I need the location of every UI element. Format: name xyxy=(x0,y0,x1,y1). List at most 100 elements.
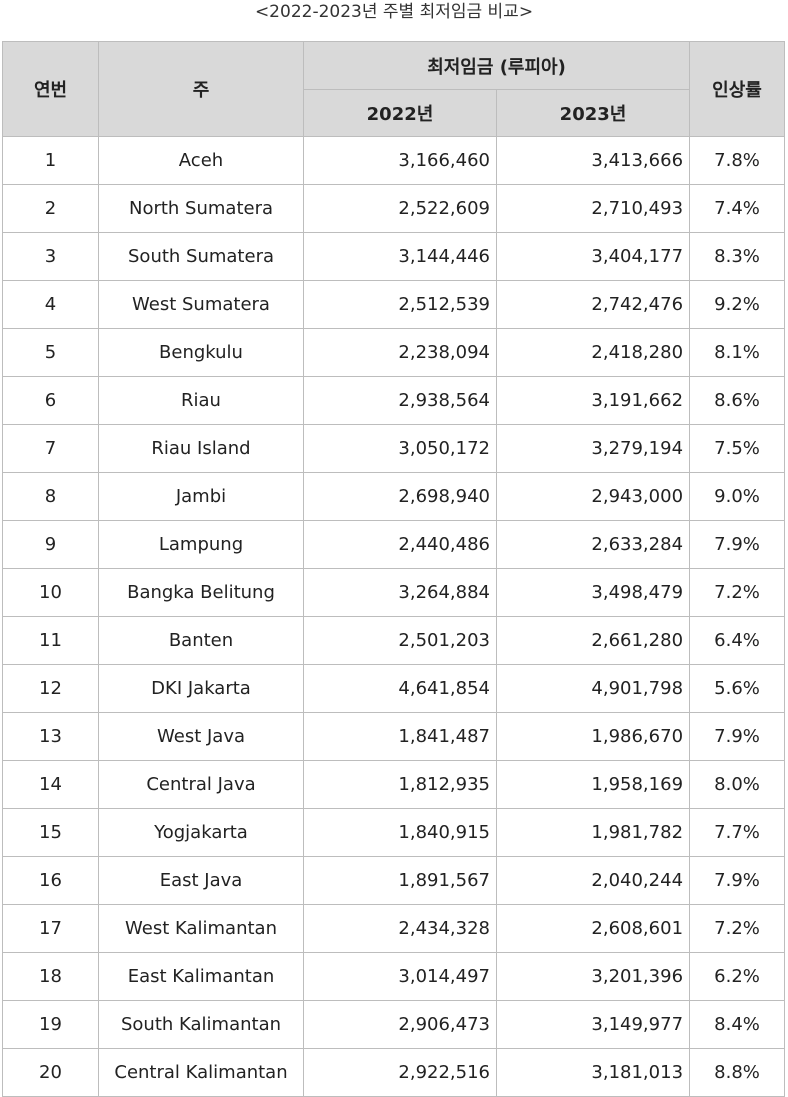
cell-province: South Kalimantan xyxy=(98,1000,304,1049)
cell-rate: 7.8% xyxy=(689,136,786,185)
cell-rate: 7.9% xyxy=(689,856,786,905)
cell-wage-2023: 3,413,666 xyxy=(495,136,691,185)
table-caption: <2022-2023년 주별 최저임금 비교> xyxy=(254,2,534,22)
cell-wage-2023: 2,040,244 xyxy=(495,856,691,905)
table-row: 11 Banten 2,501,203 2,661,280 6.4% xyxy=(2,616,786,665)
cell-rate: 6.4% xyxy=(689,616,786,665)
cell-wage-2023: 3,279,194 xyxy=(495,424,691,473)
cell-wage-2022: 2,938,564 xyxy=(303,376,497,425)
cell-province: West Kalimantan xyxy=(98,904,304,953)
cell-province: Aceh xyxy=(98,136,304,185)
cell-no: 2 xyxy=(2,184,99,233)
cell-wage-2023: 2,710,493 xyxy=(495,184,691,233)
cell-rate: 7.7% xyxy=(689,808,786,857)
cell-wage-2022: 4,641,854 xyxy=(303,664,497,713)
table-row: 8 Jambi 2,698,940 2,943,000 9.0% xyxy=(2,472,786,521)
table-row: 15 Yogjakarta 1,840,915 1,981,782 7.7% xyxy=(2,808,786,857)
cell-no: 3 xyxy=(2,232,99,281)
cell-no: 20 xyxy=(2,1048,99,1097)
cell-no: 1 xyxy=(2,136,99,185)
cell-wage-2022: 2,906,473 xyxy=(303,1000,497,1049)
cell-no: 13 xyxy=(2,712,99,761)
cell-rate: 6.2% xyxy=(689,952,786,1001)
table-row: 1 Aceh 3,166,460 3,413,666 7.8% xyxy=(2,136,786,185)
cell-wage-2023: 1,986,670 xyxy=(495,712,691,761)
cell-no: 6 xyxy=(2,376,99,425)
table-row: 6 Riau 2,938,564 3,191,662 8.6% xyxy=(2,376,786,425)
cell-no: 16 xyxy=(2,856,99,905)
cell-province: West Java xyxy=(98,712,304,761)
cell-rate: 8.1% xyxy=(689,328,786,377)
cell-no: 19 xyxy=(2,1000,99,1049)
cell-no: 5 xyxy=(2,328,99,377)
table-row: 12 DKI Jakarta 4,641,854 4,901,798 5.6% xyxy=(2,664,786,713)
cell-wage-2023: 2,608,601 xyxy=(495,904,691,953)
header-min-wage: 최저임금 (루피아) xyxy=(302,41,691,90)
cell-province: Riau xyxy=(98,376,304,425)
cell-no: 4 xyxy=(2,280,99,329)
cell-wage-2023: 2,418,280 xyxy=(495,328,691,377)
cell-province: East Java xyxy=(98,856,304,905)
cell-wage-2022: 2,440,486 xyxy=(303,520,497,569)
cell-rate: 8.3% xyxy=(689,232,786,281)
cell-no: 10 xyxy=(2,568,99,617)
cell-rate: 5.6% xyxy=(689,664,786,713)
cell-no: 12 xyxy=(2,664,99,713)
cell-no: 11 xyxy=(2,616,99,665)
cell-wage-2022: 2,522,609 xyxy=(303,184,497,233)
cell-rate: 7.5% xyxy=(689,424,786,473)
cell-no: 7 xyxy=(2,424,99,473)
header-province: 주 xyxy=(98,41,304,137)
cell-wage-2022: 2,501,203 xyxy=(303,616,497,665)
cell-wage-2023: 3,181,013 xyxy=(495,1048,691,1097)
cell-no: 9 xyxy=(2,520,99,569)
cell-rate: 7.2% xyxy=(689,568,786,617)
table-row: 2 North Sumatera 2,522,609 2,710,493 7.4% xyxy=(2,184,786,233)
wage-table-container: 연번 주 최저임금 (루피아) 인상률 2022년 2023년 1 Aceh 3,1… xyxy=(2,41,786,1097)
cell-wage-2023: 1,981,782 xyxy=(495,808,691,857)
cell-no: 14 xyxy=(2,760,99,809)
cell-wage-2023: 3,404,177 xyxy=(495,232,691,281)
cell-wage-2022: 2,922,516 xyxy=(303,1048,497,1097)
cell-wage-2023: 3,498,479 xyxy=(495,568,691,617)
cell-wage-2022: 3,166,460 xyxy=(303,136,497,185)
cell-rate: 9.2% xyxy=(689,280,786,329)
cell-rate: 8.8% xyxy=(689,1048,786,1097)
cell-province: Bengkulu xyxy=(98,328,304,377)
table-row: 17 West Kalimantan 2,434,328 2,608,601 7.2% xyxy=(2,904,786,953)
cell-rate: 8.0% xyxy=(689,760,786,809)
cell-province: Lampung xyxy=(98,520,304,569)
table-row: 14 Central Java 1,812,935 1,958,169 8.0% xyxy=(2,760,786,809)
cell-rate: 8.4% xyxy=(689,1000,786,1049)
cell-province: Jambi xyxy=(98,472,304,521)
cell-wage-2022: 1,891,567 xyxy=(303,856,497,905)
cell-rate: 7.4% xyxy=(689,184,786,233)
cell-province: West Sumatera xyxy=(98,280,304,329)
cell-wage-2023: 2,742,476 xyxy=(495,280,691,329)
header-no: 연번 xyxy=(2,41,99,137)
cell-no: 17 xyxy=(2,904,99,953)
table-row: 7 Riau Island 3,050,172 3,279,194 7.5% xyxy=(2,424,786,473)
cell-province: Banten xyxy=(98,616,304,665)
table-row: 3 South Sumatera 3,144,446 3,404,177 8.3% xyxy=(2,232,786,281)
cell-province: Bangka Belitung xyxy=(98,568,304,617)
cell-wage-2022: 3,144,446 xyxy=(303,232,497,281)
cell-wage-2023: 4,901,798 xyxy=(495,664,691,713)
cell-wage-2022: 2,698,940 xyxy=(303,472,497,521)
cell-wage-2022: 2,512,539 xyxy=(303,280,497,329)
cell-province: DKI Jakarta xyxy=(98,664,304,713)
table-row: 19 South Kalimantan 2,906,473 3,149,977 8.4% xyxy=(2,1000,786,1049)
cell-wage-2022: 3,050,172 xyxy=(303,424,497,473)
cell-province: Yogjakarta xyxy=(98,808,304,857)
cell-wage-2022: 3,014,497 xyxy=(303,952,497,1001)
table-row: 18 East Kalimantan 3,014,497 3,201,396 6.2% xyxy=(2,952,786,1001)
cell-wage-2023: 2,661,280 xyxy=(495,616,691,665)
cell-wage-2023: 2,633,284 xyxy=(495,520,691,569)
cell-wage-2022: 1,841,487 xyxy=(303,712,497,761)
cell-province: Riau Island xyxy=(98,424,304,473)
cell-wage-2023: 3,149,977 xyxy=(495,1000,691,1049)
cell-wage-2022: 2,238,094 xyxy=(303,328,497,377)
cell-wage-2022: 2,434,328 xyxy=(303,904,497,953)
cell-wage-2023: 1,958,169 xyxy=(495,760,691,809)
cell-no: 8 xyxy=(2,472,99,521)
